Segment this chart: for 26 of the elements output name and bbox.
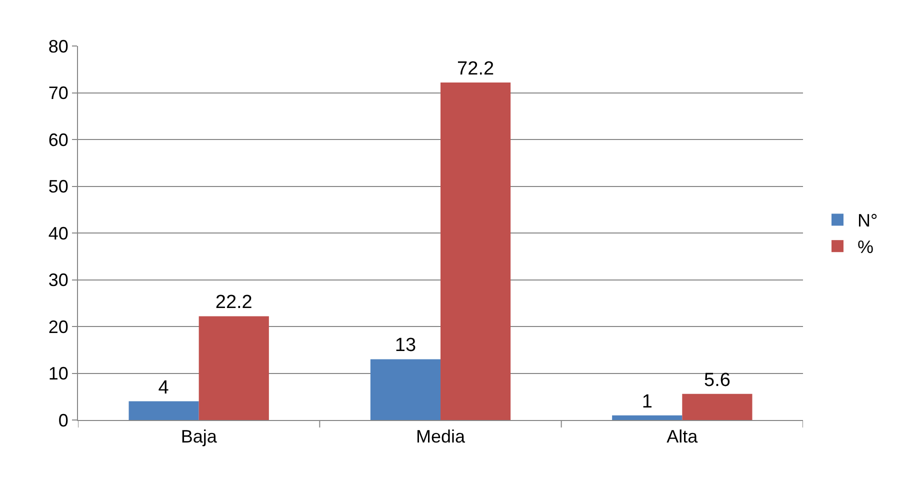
y-tick-label: 70 xyxy=(48,83,68,104)
y-tick-label: 80 xyxy=(48,36,68,56)
y-tick-label: 10 xyxy=(48,364,68,384)
data-label: 4 xyxy=(158,377,170,398)
bar xyxy=(612,415,682,420)
y-tick-label: 20 xyxy=(48,316,68,337)
bar xyxy=(682,394,752,420)
bar xyxy=(128,401,199,420)
y-tick-label: 50 xyxy=(48,176,68,197)
x-tick-label: Media xyxy=(416,426,466,447)
data-label: 22.2 xyxy=(215,292,252,314)
data-label: 1 xyxy=(642,391,652,412)
data-label: 13 xyxy=(394,335,416,356)
y-tick-label: 30 xyxy=(48,270,68,290)
data-label: 72.2 xyxy=(457,58,494,80)
bar xyxy=(370,359,440,420)
data-label: 5.6 xyxy=(704,370,730,391)
legend-label: % xyxy=(858,237,874,258)
legend-label: N° xyxy=(858,210,878,231)
bar xyxy=(198,316,269,420)
bar xyxy=(440,82,511,420)
y-tick-label: 40 xyxy=(48,223,68,244)
x-tick-label: Alta xyxy=(666,426,699,447)
y-tick-label: 0 xyxy=(58,410,68,430)
y-tick-label: 60 xyxy=(48,130,68,150)
x-tick-label: Baja xyxy=(180,426,218,447)
